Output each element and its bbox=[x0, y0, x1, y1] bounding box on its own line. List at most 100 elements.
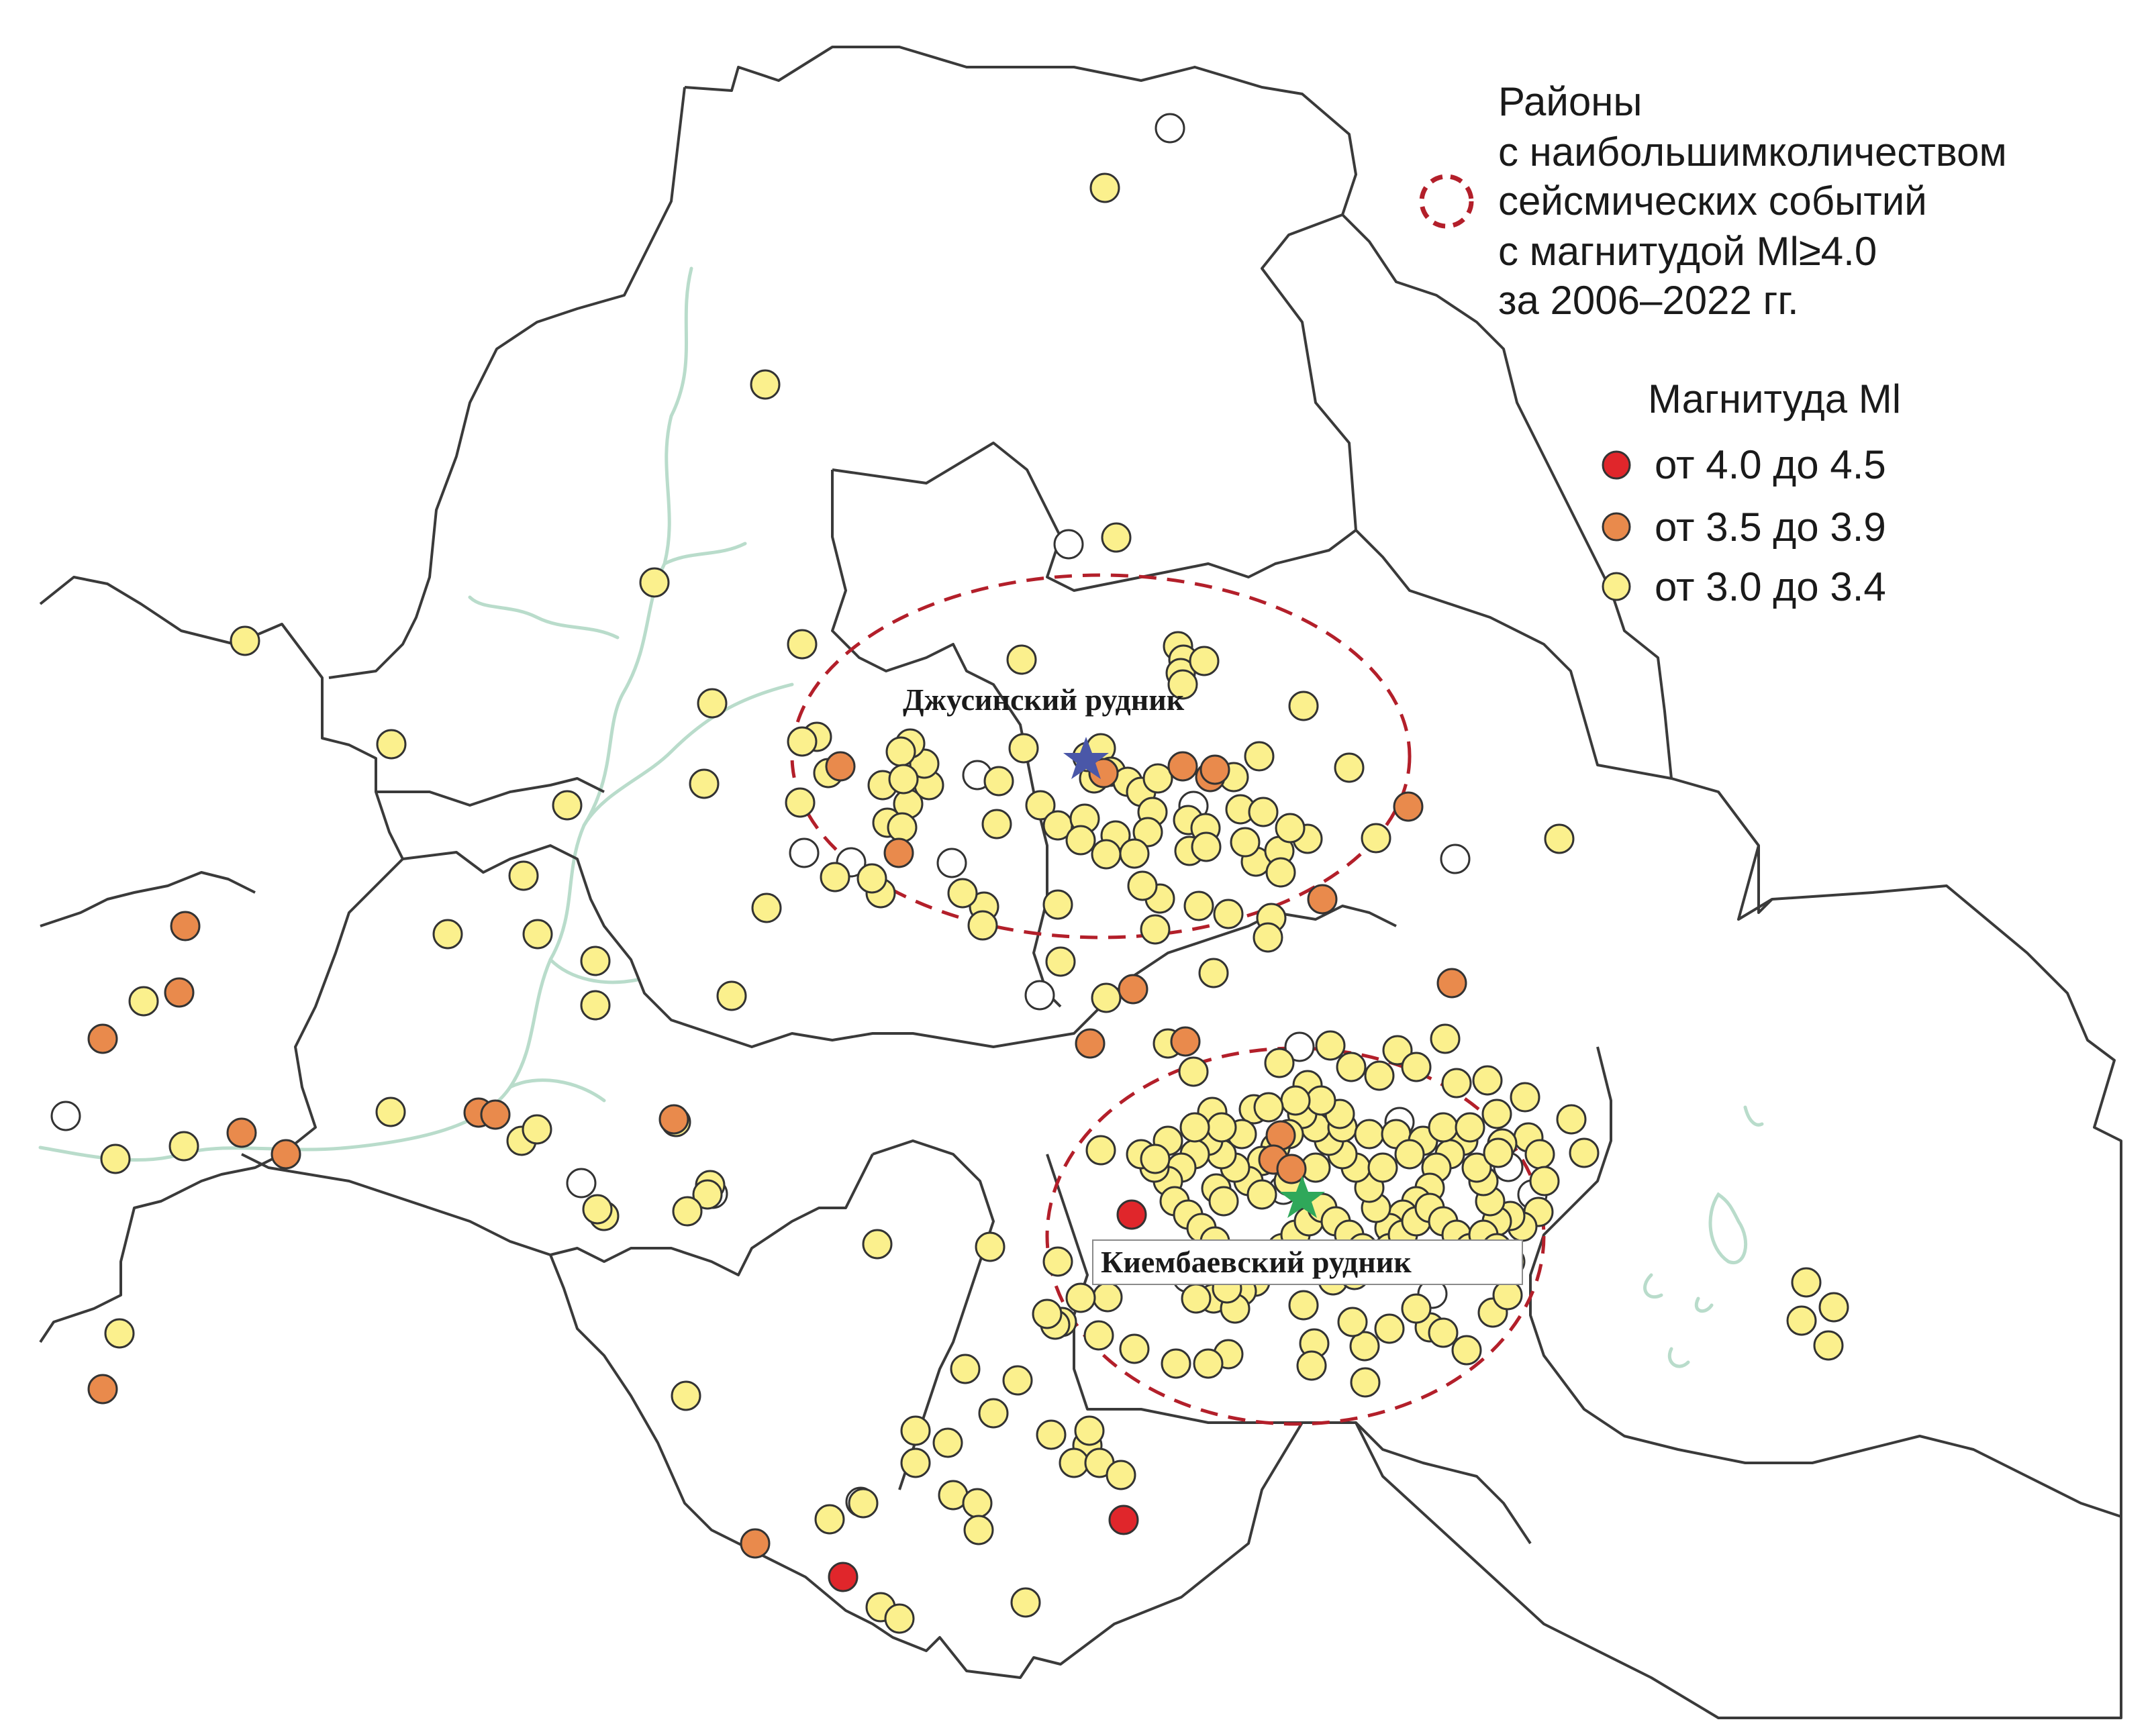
event-yellow-dot bbox=[1181, 1283, 1212, 1314]
event-yellow-dot bbox=[1091, 839, 1122, 870]
event-orange-dot bbox=[1436, 968, 1467, 999]
event-yellow-dot bbox=[508, 860, 539, 891]
event-yellow-dot bbox=[1206, 1112, 1237, 1143]
boundary-sw bbox=[550, 1154, 874, 1276]
legend-red-dot bbox=[1602, 450, 1631, 480]
event-yellow-dot bbox=[1428, 1317, 1459, 1348]
event-yellow-dot bbox=[978, 1398, 1009, 1429]
event-yellow-dot bbox=[1394, 1139, 1425, 1170]
event-yellow-dot bbox=[1101, 522, 1132, 553]
event-yellow-dot bbox=[1354, 1119, 1385, 1150]
event-yellow-dot bbox=[1364, 1060, 1395, 1091]
event-yellow-dot bbox=[1336, 1052, 1367, 1082]
event-yellow-dot bbox=[862, 1229, 893, 1260]
dzhusa-zone-ellipse bbox=[790, 573, 1412, 939]
boundary-inner bbox=[402, 844, 1397, 1048]
event-yellow-dot bbox=[1461, 1152, 1492, 1183]
river-path bbox=[508, 1078, 606, 1103]
river-path bbox=[582, 682, 794, 827]
event-yellow-dot bbox=[168, 1131, 199, 1162]
event-yellow-dot bbox=[1428, 1112, 1459, 1143]
event-yellow-dot bbox=[1483, 1137, 1514, 1168]
event-yellow-dot bbox=[1208, 1186, 1239, 1217]
event-yellow-dot bbox=[1127, 870, 1158, 901]
event-orange-dot bbox=[825, 751, 856, 782]
event-yellow-dot bbox=[1213, 899, 1244, 929]
legend-magnitude-title: Магнитуда Ml bbox=[1648, 376, 1901, 421]
event-yellow-dot bbox=[432, 919, 463, 950]
event-orange-dot bbox=[1167, 751, 1198, 782]
event-yellow-dot bbox=[1544, 823, 1575, 854]
event-yellow-dot bbox=[128, 986, 159, 1017]
event-yellow-dot bbox=[967, 910, 998, 941]
event-yellow-dot bbox=[1167, 669, 1198, 700]
event-yellow-dot bbox=[1085, 1135, 1116, 1166]
legend-zone-line-1: Районы bbox=[1498, 79, 1643, 124]
event-yellow-dot bbox=[1367, 1152, 1398, 1183]
event-yellow-dot bbox=[1010, 1587, 1041, 1618]
event-yellow-dot bbox=[1106, 1460, 1136, 1490]
event-yellow-dot bbox=[100, 1143, 131, 1174]
event-yellow-dot bbox=[580, 990, 611, 1021]
event-white-dot bbox=[936, 848, 967, 878]
event-yellow-dot bbox=[1198, 958, 1229, 988]
legend-yellow-label: от 3.0 до 3.4 bbox=[1655, 564, 1886, 609]
event-yellow-dot bbox=[983, 766, 1014, 797]
event-orange-dot bbox=[87, 1374, 118, 1405]
event-yellow-dot bbox=[1142, 763, 1173, 794]
event-yellow-dot bbox=[888, 764, 919, 795]
event-yellow-dot bbox=[1382, 1035, 1413, 1066]
event-yellow-dot bbox=[900, 1447, 931, 1478]
event-yellow-dot bbox=[376, 729, 407, 760]
event-yellow-dot bbox=[1006, 644, 1037, 675]
boundary-north bbox=[328, 87, 686, 679]
event-yellow-dot bbox=[1074, 1415, 1105, 1446]
event-yellow-dot bbox=[1451, 1335, 1482, 1366]
event-yellow-dot bbox=[1032, 1298, 1063, 1329]
event-yellow-dot bbox=[885, 736, 916, 767]
event-white-dot bbox=[1053, 529, 1084, 560]
event-yellow-dot bbox=[1492, 1280, 1523, 1311]
event-yellow-dot bbox=[750, 369, 781, 400]
event-yellow-dot bbox=[1481, 1099, 1512, 1129]
event-yellow-dot bbox=[1334, 752, 1365, 783]
event-yellow-dot bbox=[1288, 691, 1319, 721]
event-yellow-dot bbox=[1510, 1082, 1540, 1113]
event-white-dot bbox=[566, 1168, 597, 1199]
legend-yellow-dot bbox=[1602, 572, 1631, 601]
legend: Районы с наибольшимколичеством сейсмичес… bbox=[1419, 79, 2007, 609]
event-orange-dot bbox=[883, 837, 914, 868]
event-yellow-dot bbox=[1161, 1348, 1191, 1379]
event-yellow-dot bbox=[1556, 1104, 1587, 1135]
event-red-dot bbox=[1116, 1199, 1147, 1230]
event-yellow-dot bbox=[1253, 1092, 1284, 1123]
event-yellow-dot bbox=[1189, 646, 1220, 676]
boundary-central bbox=[832, 442, 1357, 592]
river-path bbox=[548, 958, 640, 984]
event-yellow-dot bbox=[932, 1427, 963, 1458]
event-yellow-dot bbox=[820, 862, 850, 893]
event-white-dot bbox=[789, 837, 820, 868]
event-yellow-dot bbox=[1140, 914, 1171, 945]
event-yellow-dot bbox=[963, 1515, 994, 1545]
event-yellow-dot bbox=[1306, 1085, 1336, 1116]
kiembay-label-bg bbox=[1092, 1239, 1523, 1285]
event-yellow-dot bbox=[1183, 890, 1214, 921]
event-yellow-dot bbox=[1349, 1331, 1380, 1362]
event-yellow-dot bbox=[1296, 1350, 1327, 1381]
event-yellow-dot bbox=[582, 1194, 613, 1225]
dzhusa-mine-label: Джусинский рудник bbox=[903, 682, 1185, 717]
district-boundaries bbox=[39, 46, 2122, 1719]
boundary-central-2 bbox=[831, 470, 1062, 1008]
boundary-se bbox=[1355, 1421, 1532, 1545]
event-yellow-dot bbox=[1472, 1065, 1503, 1096]
event-yellow-dot bbox=[975, 1231, 1006, 1262]
event-yellow-dot bbox=[1178, 1056, 1209, 1087]
river-path bbox=[38, 266, 693, 1162]
event-yellow-dot bbox=[104, 1318, 135, 1349]
event-yellow-dot bbox=[1042, 889, 1073, 920]
event-red-dot bbox=[1108, 1505, 1139, 1535]
event-yellow-dot bbox=[814, 1504, 845, 1535]
boundary-south-inner bbox=[872, 1139, 995, 1490]
event-orange-dot bbox=[480, 1099, 511, 1130]
